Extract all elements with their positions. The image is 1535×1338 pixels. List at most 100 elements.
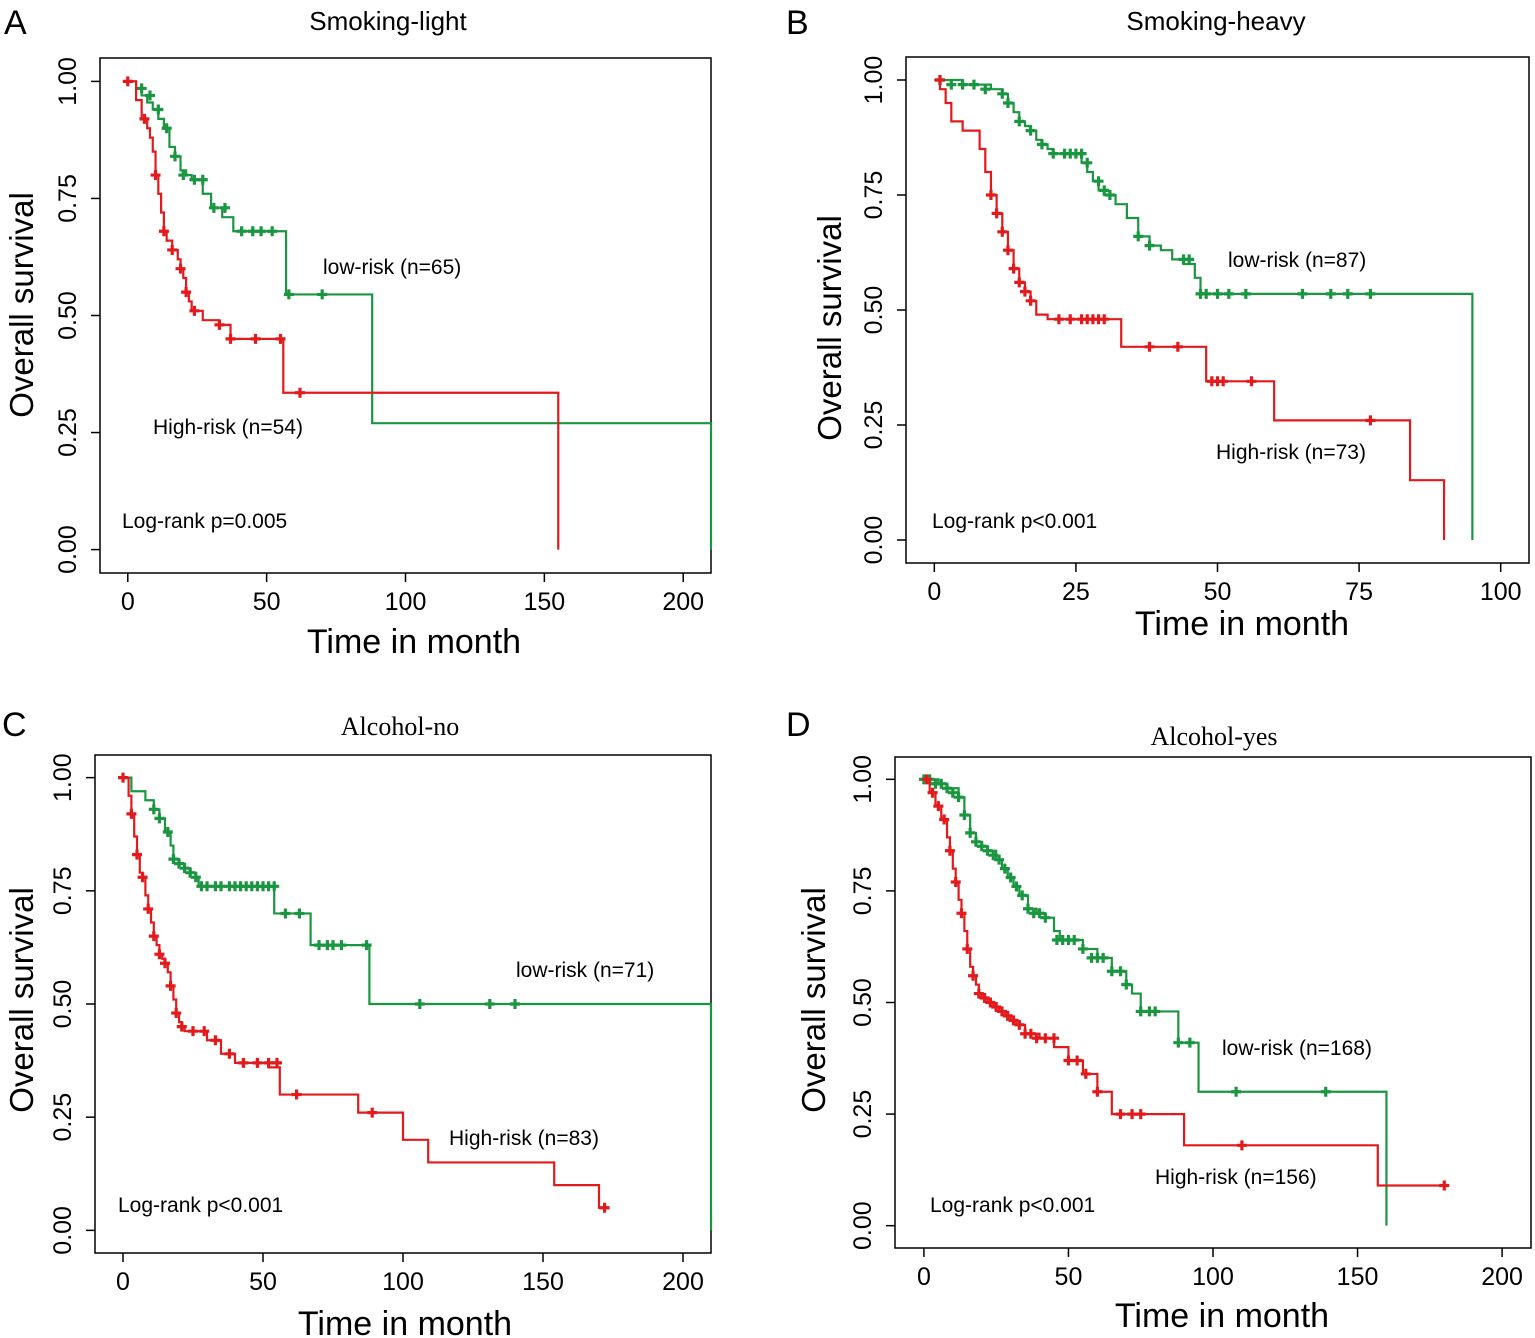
censor-mark [1121,979,1132,990]
censor-mark [1031,1033,1042,1044]
censor-mark [214,319,225,330]
censor-mark [256,226,267,237]
panel-d-x-tick-label: 150 [1337,1263,1379,1291]
panel-a-low-risk-curve [127,80,713,550]
panel-c-y-ticks: 0.00 0.25 0.50 0.75 1.00 [49,753,95,1255]
censor-mark [165,980,176,991]
censor-mark [970,836,981,847]
panel-a: A Smoking-light 0 50 100 150 200 0.00 0.25 0.5… [3,4,713,661]
censor-mark [1025,125,1036,136]
censor-mark [991,208,1002,219]
censor-mark [1144,341,1155,352]
censor-mark [997,226,1008,237]
censor-mark [1439,1180,1450,1191]
panel-b-y-ticks: 0.00 0.25 0.50 0.75 1.00 [860,56,906,565]
censor-mark [1201,288,1212,299]
panel-b-y-tick-label: 0.25 [860,401,888,450]
panel-b-logrank-annotation: Log-rank p<0.001 [932,510,1097,533]
censor-mark [933,801,944,812]
panel-c-x-tick-label: 150 [522,1268,564,1296]
censor-mark [118,772,128,783]
panel-b-high-risk-curve [934,78,1446,540]
panel-b-title: Smoking-heavy [1126,6,1305,36]
panel-b-x-tick-label: 100 [1480,578,1522,606]
censor-mark [1008,263,1019,274]
censor-mark [962,943,973,954]
censor-mark [219,202,230,213]
censor-mark [1025,295,1036,306]
panel-d-low-risk-label: low-risk (n=168) [1222,1037,1372,1060]
censor-mark [1011,881,1022,892]
panel-d-x-tick-label: 100 [1192,1263,1234,1291]
panel-b-high-risk-censor-marks [934,75,1376,426]
panel-b-y-tick-label: 0.00 [860,516,888,565]
panel-c-x-tick-label: 100 [382,1268,424,1296]
censor-mark [1115,1109,1126,1120]
censor-mark [985,997,996,1008]
censor-mark [148,931,159,942]
censor-mark [252,1057,263,1068]
panel-d-logrank-annotation: Log-rank p<0.001 [930,1194,1095,1217]
panel-a-high-risk-curve [127,80,560,550]
censor-mark [484,999,495,1009]
censor-mark [294,387,305,398]
censor-mark [1005,872,1016,883]
panel-a-x-tick-label: 0 [121,588,135,616]
censor-mark [1172,341,1183,352]
panel-a-low-risk-label: low-risk (n=65) [323,256,461,279]
panel-a-y-tick-label: 0.00 [54,525,82,574]
censor-mark [1144,240,1155,251]
censor-mark [1320,1086,1331,1097]
censor-mark [1040,1033,1051,1044]
censor-mark [1223,288,1234,299]
panel-c-x-tick-label: 0 [116,1268,130,1296]
censor-mark [1236,1140,1247,1151]
panel-d-y-tick-label: 0.75 [849,867,877,916]
panel-d-y-tick-label: 1.00 [849,755,877,804]
panel-a-x-ticks: 0 50 100 150 200 [121,573,704,616]
panel-d-y-tick-label: 0.00 [849,1201,877,1250]
panel-d: D Alcohol-yes 0 50 100 150 200 0.000.250.500… [786,706,1532,1335]
panel-a-low-risk-censor-marks [136,83,328,300]
censor-mark [161,123,172,134]
censor-mark [1025,1028,1036,1039]
censor-mark [190,872,201,883]
panel-d-y-axis-label: Overall survival [795,887,832,1113]
censor-mark [202,881,212,892]
panel-b-y-tick-label: 0.50 [860,286,888,335]
censor-mark [174,858,184,869]
panel-b-x-ticks: 0 25 50 75 100 [927,563,1522,606]
censor-mark [154,813,165,824]
panel-d-curves [918,774,1450,1226]
censor-mark [1325,288,1336,299]
censor-mark [1036,139,1047,150]
censor-mark [599,1202,610,1213]
censor-mark [185,867,196,878]
censor-mark [1184,1037,1195,1048]
censor-mark [236,226,247,237]
censor-mark [361,940,372,951]
panel-c-x-ticks: 0 50 100 150 200 [116,1253,704,1296]
panel-d-low-risk-censor-marks [918,774,1331,1097]
censor-mark [950,876,961,887]
censor-mark [1019,286,1030,297]
censor-mark [197,174,208,185]
panel-c-logrank-annotation: Log-rank p<0.001 [118,1194,283,1217]
censor-mark [947,787,958,798]
panel-c-letter: C [2,706,27,744]
censor-mark [178,170,189,181]
censor-mark [238,1057,249,1068]
censor-mark [1049,1033,1059,1044]
censor-mark [267,226,278,237]
censor-mark [1014,1019,1025,1030]
censor-mark [126,808,137,819]
censor-mark [1365,415,1376,426]
censor-mark [1002,1010,1013,1021]
censor-mark [1048,148,1059,159]
censor-mark [959,810,970,821]
censor-mark [985,190,996,200]
panel-a-x-tick-label: 50 [253,588,281,616]
panel-c-y-axis-label: Overall survival [3,887,40,1113]
censor-mark [294,908,305,919]
